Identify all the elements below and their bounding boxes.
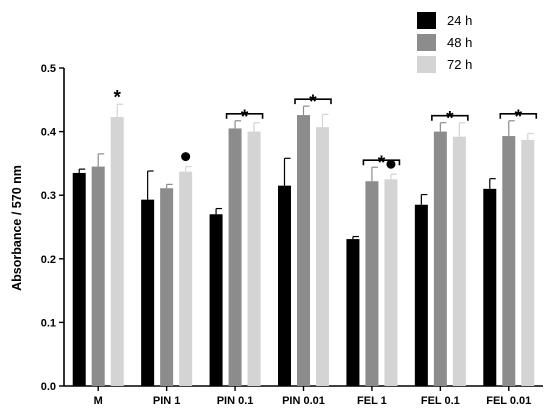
legend-label: 48 h: [447, 35, 472, 50]
bar: [297, 115, 310, 387]
bar: [160, 188, 174, 386]
bar: [228, 128, 242, 387]
legend-swatch: [417, 34, 436, 51]
bar: [141, 199, 155, 386]
bar: [209, 214, 223, 386]
x-tick-label: M: [94, 395, 103, 407]
significance-star: *: [515, 107, 523, 128]
x-tick-label: PIN 0.1: [217, 395, 254, 407]
y-axis-title: Absorbance / 570 nm: [10, 165, 24, 291]
x-tick-label: PIN 0.01: [282, 395, 325, 407]
significance-star: *: [378, 153, 386, 174]
legend-swatch: [417, 12, 436, 29]
bars-group: [72, 103, 535, 387]
bar: [346, 239, 360, 386]
bar: [414, 204, 428, 386]
significance-bracket: [294, 98, 332, 105]
significance-dot: [386, 159, 396, 169]
bar: [247, 131, 261, 386]
legend-label: 24 h: [447, 13, 472, 28]
x-tick-label: FEL 0.01: [486, 395, 531, 407]
significance-bracket: [431, 114, 469, 121]
bar: [452, 136, 466, 386]
bar: [72, 172, 86, 386]
y-tick-label: 0.4: [41, 127, 57, 139]
bar: [365, 181, 379, 386]
bar: [483, 188, 497, 386]
bar: [384, 179, 398, 386]
significance-bracket: [362, 159, 401, 166]
x-tick-label: FEL 0.1: [421, 395, 460, 407]
annotations-group: * * * * * *: [114, 87, 538, 174]
legend-label: 72 h: [447, 57, 472, 72]
bar: [179, 171, 193, 386]
significance-star: *: [309, 92, 317, 113]
significance-bracket: [499, 112, 538, 119]
legend: 24 h 48 h 72 h: [417, 12, 472, 73]
y-tick-label: 0.0: [41, 381, 56, 393]
x-tick-label: PIN 1: [153, 395, 181, 407]
significance-star: *: [241, 107, 249, 128]
y-tick-label: 0.2: [41, 254, 56, 266]
bar: [433, 131, 447, 386]
bar: [91, 166, 105, 386]
significance-bracket: [225, 112, 264, 119]
y-tick-label: 0.5: [41, 63, 56, 75]
significance-dot: [181, 152, 191, 162]
significance-star: *: [446, 109, 454, 130]
y-tick-label: 0.3: [41, 190, 56, 202]
x-tick-label: FEL 1: [357, 395, 387, 407]
bar: [316, 127, 329, 386]
bar: [278, 185, 291, 386]
bar: [502, 136, 516, 386]
bar: [521, 139, 535, 386]
legend-swatch: [417, 56, 436, 73]
y-tick-label: 0.1: [41, 317, 56, 329]
bar: [110, 116, 124, 387]
significance-star: *: [114, 87, 122, 108]
